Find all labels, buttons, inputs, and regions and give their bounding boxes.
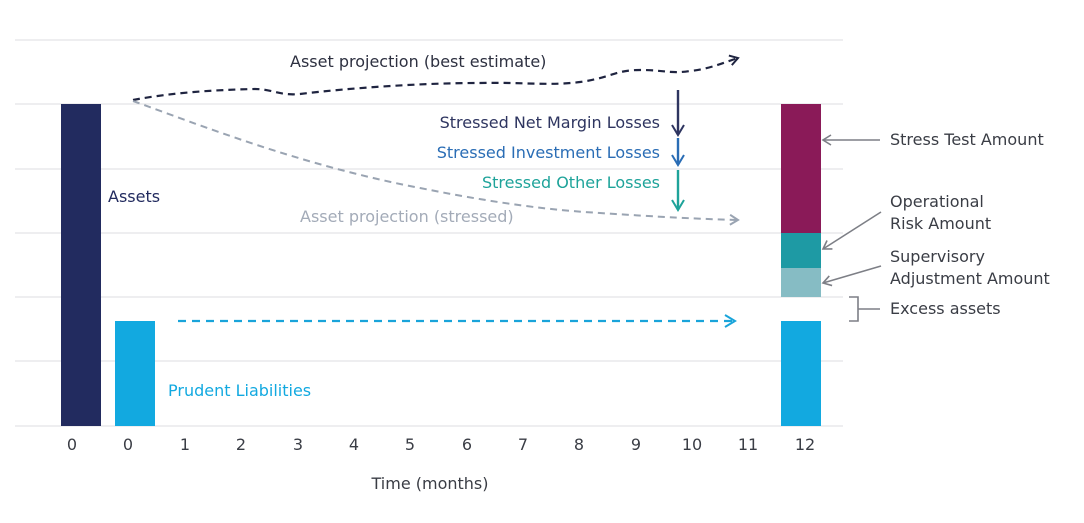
stress-test-amount-label: Stress Test Amount [890,130,1044,149]
stressed-projection-line [132,100,740,226]
x-axis-ticks: 0 0 1 2 3 4 5 6 7 8 9 10 11 12 [67,435,815,454]
prudent-liabilities-bar [115,321,155,426]
operational-risk-label-line2: Risk Amount [890,214,991,233]
operational-callout-arrow [821,211,882,250]
tick-label: 8 [574,435,584,454]
prudent-liabilities-label: Prudent Liabilities [168,381,311,400]
prudent-liabilities-bar-month-12 [781,321,821,426]
assets-bar [61,104,101,426]
tick-label: 11 [738,435,758,454]
net-margin-losses-label: Stressed Net Margin Losses [440,113,660,132]
supervisory-callout-arrow [821,265,882,287]
supervisory-adjustment-label-line1: Supervisory [890,247,985,266]
tick-label: 5 [405,435,415,454]
best-estimate-projection-line [132,54,740,102]
tick-label: 0 [67,435,77,454]
stress-test-segment [781,104,821,233]
assets-label: Assets [108,187,160,206]
stressed-label: Asset projection (stressed) [300,207,514,226]
tick-label: 2 [236,435,246,454]
operational-risk-label-line1: Operational [890,192,984,211]
tick-label: 1 [180,435,190,454]
tick-label: 10 [682,435,702,454]
best-estimate-label: Asset projection (best estimate) [290,52,546,71]
tick-label: 3 [293,435,303,454]
tick-label: 4 [349,435,359,454]
x-axis-title: Time (months) [371,474,489,493]
supervisory-adjustment-segment [781,268,821,297]
investment-losses-label: Stressed Investment Losses [437,143,660,162]
supervisory-adjustment-label-line2: Adjustment Amount [890,269,1050,288]
other-losses-label: Stressed Other Losses [482,173,660,192]
tick-label: 12 [795,435,815,454]
tick-label: 0 [123,435,133,454]
tick-label: 6 [462,435,472,454]
excess-assets-bracket [849,296,880,322]
tick-label: 9 [631,435,641,454]
tick-label: 7 [518,435,528,454]
excess-assets-label: Excess assets [890,299,1001,318]
operational-risk-segment [781,233,821,268]
